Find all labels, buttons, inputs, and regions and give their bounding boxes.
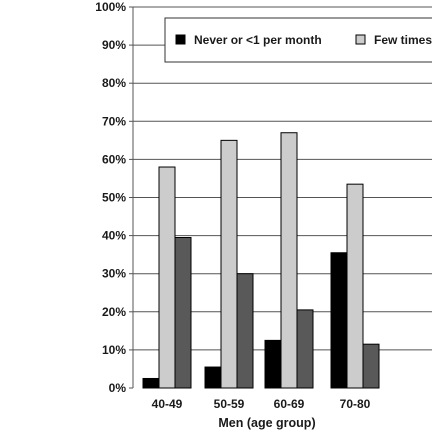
y-tick-label: 10%	[102, 343, 126, 357]
y-tick-label: 60%	[102, 152, 126, 166]
bar-60-69-series-0	[264, 339, 282, 389]
bar-50-59-series-2	[236, 273, 254, 389]
bar-40-49-series-2	[174, 237, 192, 389]
y-tick-label: 40%	[102, 229, 126, 243]
bar-60-69-series-1	[280, 132, 298, 389]
bar-40-49-series-1	[158, 166, 176, 389]
y-tick-label: 100%	[95, 0, 126, 14]
y-tick-labels: 0% 10% 20% 30% 40% 50% 60% 70% 80% 90% 100%	[95, 0, 126, 395]
x-tick-label: 50-59	[214, 397, 245, 411]
x-tick-label: 70-80	[340, 397, 371, 411]
legend: Never or <1 per month Few times	[164, 17, 432, 63]
bars-layer	[142, 132, 380, 389]
y-tick-label: 90%	[102, 38, 126, 52]
y-tick-label: 80%	[102, 76, 126, 90]
legend-swatch-never	[175, 34, 186, 45]
x-tick-labels: 40-49 50-59 60-69 70-80	[152, 397, 371, 411]
x-tick-label: 40-49	[152, 397, 183, 411]
legend-label-few-times: Few times	[374, 33, 432, 47]
legend-swatch-few-times	[355, 34, 366, 45]
y-tick-label: 20%	[102, 305, 126, 319]
legend-label-never: Never or <1 per month	[194, 33, 322, 47]
bar-50-59-series-1	[220, 139, 238, 389]
bar-50-59-series-0	[204, 366, 222, 389]
x-tick-label: 60-69	[274, 397, 305, 411]
bar-70-80-series-0	[330, 252, 348, 389]
bar-60-69-series-2	[296, 309, 314, 389]
y-tick-label: 70%	[102, 114, 126, 128]
legend-box	[164, 17, 432, 63]
bar-70-80-series-2	[362, 343, 380, 389]
bar-40-49-series-0	[142, 377, 160, 389]
y-tick-label: 30%	[102, 267, 126, 281]
bar-70-80-series-1	[346, 183, 364, 389]
y-tick-label: 50%	[102, 191, 126, 205]
y-tick-label: 0%	[109, 381, 127, 395]
x-axis-title: Men (age group)	[218, 416, 315, 430]
